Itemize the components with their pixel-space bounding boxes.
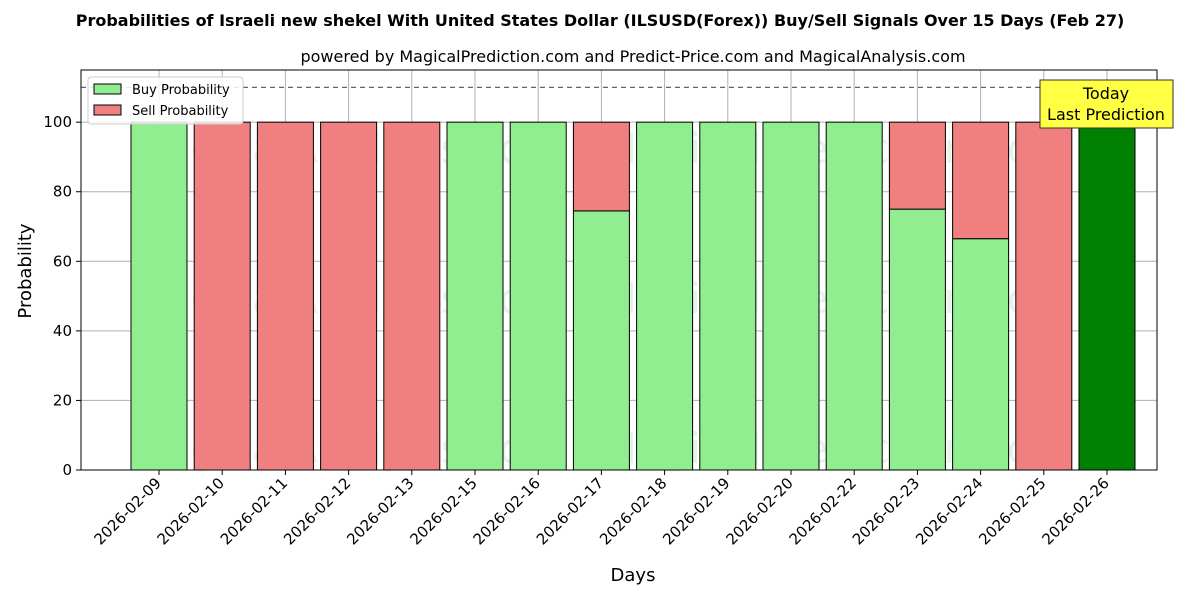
- sell-bar: [572, 121, 630, 212]
- sell-bar: [193, 121, 251, 471]
- buy-bar: [1078, 121, 1136, 471]
- legend-swatch: [93, 83, 122, 95]
- x-axis-label: Days: [611, 565, 656, 586]
- buy-bar: [699, 121, 757, 471]
- legend: Buy Probability Sell Probability: [87, 76, 244, 125]
- buy-bar: [825, 121, 883, 471]
- y-axis-label: Probability: [15, 223, 36, 318]
- buy-bar: [130, 121, 188, 471]
- sell-bar: [320, 121, 378, 471]
- sell-bar: [383, 121, 441, 471]
- buy-bar: [888, 208, 946, 471]
- buy-bar: [636, 121, 694, 471]
- legend-label: Buy Probability: [132, 83, 230, 98]
- chart-subtitle: powered by MagicalPrediction.com and Pre…: [300, 47, 965, 66]
- buy-bar: [952, 238, 1010, 471]
- sell-bar: [1015, 121, 1073, 471]
- legend-swatch: [93, 104, 122, 116]
- buy-bar: [446, 121, 504, 471]
- y-tick-label: 80: [53, 183, 72, 201]
- sell-bar: [256, 121, 314, 471]
- buy-bar: [762, 121, 820, 471]
- sell-bar: [888, 121, 946, 210]
- plot-frame: [80, 69, 1158, 471]
- y-tick-label: 60: [53, 252, 72, 270]
- last-prediction-label: Last Prediction: [1047, 105, 1165, 124]
- sell-bar: [952, 121, 1010, 240]
- y-tick-label: 100: [43, 113, 72, 131]
- buy-bar: [572, 210, 630, 471]
- chart-title: Probabilities of Israeli new shekel With…: [76, 11, 1125, 30]
- y-tick-label: 20: [53, 391, 72, 409]
- y-tick-label: 40: [53, 322, 72, 340]
- today-annotation: Today Last Prediction: [1039, 79, 1174, 129]
- bars: [130, 121, 1136, 471]
- today-label: Today: [1082, 84, 1129, 103]
- legend-label: Sell Probability: [132, 104, 229, 119]
- legend-box: [87, 76, 244, 125]
- buy-bar: [509, 121, 567, 471]
- y-tick-label: 0: [62, 461, 72, 479]
- today-annotation-box: [1039, 79, 1174, 129]
